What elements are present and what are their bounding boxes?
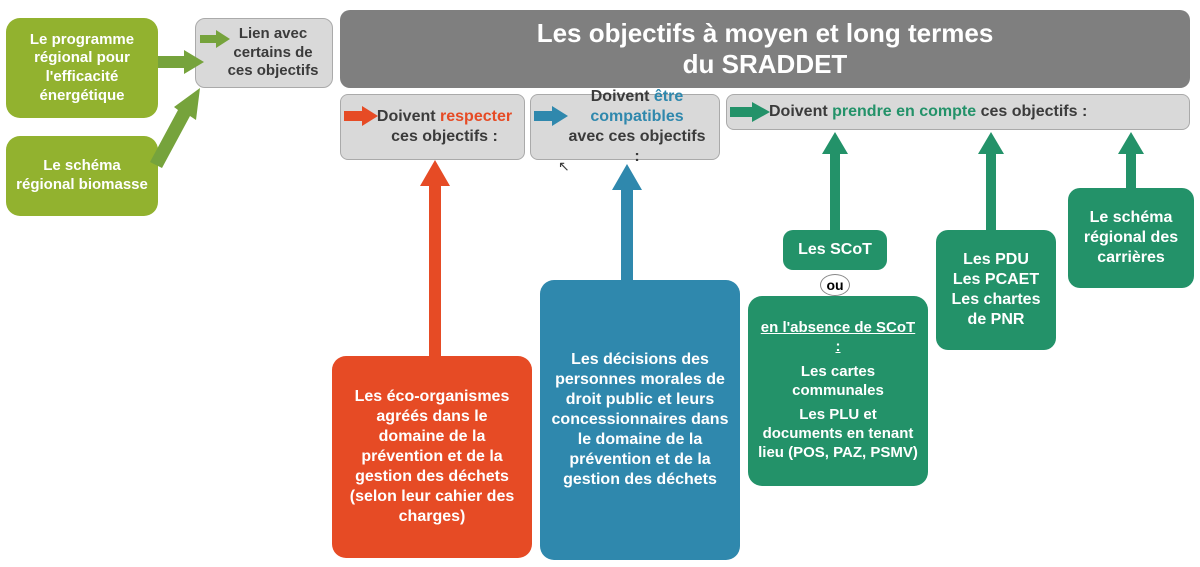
box-pdu: Les PDU Les PCAET Les chartes de PNR: [936, 230, 1056, 350]
arrow-up-teal-3: [1118, 132, 1144, 192]
header-compat: Doivent être compatibles avec ces object…: [530, 94, 720, 160]
pdu-text: Les PDU Les PCAET Les chartes de PNR: [946, 250, 1046, 330]
left-box-biomasse: Le schéma régional biomasse: [6, 136, 158, 216]
respecter-pre: Doivent: [377, 108, 440, 125]
title-line1: Les objectifs à moyen et long termes: [537, 18, 994, 49]
title-line2: du SRADDET: [683, 49, 848, 80]
absence-title: en l'absence de SCoT :: [758, 319, 918, 357]
header-lien: Lien avec certains de ces objectifs: [195, 18, 333, 88]
arrow-header-blue: [534, 106, 568, 126]
box-orange: Les éco-organismes agréés dans le domain…: [332, 356, 532, 558]
blue-text: Les décisions des personnes morales de d…: [550, 350, 730, 490]
respecter-hi: respecter: [440, 108, 512, 125]
box-absence: en l'absence de SCoT : Les cartes commun…: [748, 296, 928, 486]
ou-pill: ou: [820, 274, 850, 296]
box-carrieres: Le schéma régional des carrières: [1068, 188, 1194, 288]
arrow-up-blue: [612, 164, 642, 284]
left-box-efficacite: Le programme régional pour l'efficacité …: [6, 18, 158, 118]
prendre-hi: prendre en compte: [832, 103, 976, 120]
arrow-olive-2: [150, 80, 210, 170]
arrow-up-orange: [420, 160, 450, 360]
arrow-up-teal-1: [822, 132, 848, 232]
arrow-olive-1: [158, 50, 204, 74]
header-respecter: Doivent respecter ces objectifs :: [340, 94, 525, 160]
compat-post: avec ces objectifs :: [569, 128, 706, 165]
header-compat-text: Doivent être compatibles avec ces object…: [565, 87, 709, 167]
prendre-post: ces objectifs :: [976, 103, 1087, 120]
header-lien-text: Lien avec certains de ces objectifs: [224, 25, 322, 81]
ou-text: ou: [826, 277, 843, 293]
arrow-up-teal-2: [978, 132, 1004, 232]
respecter-post: ces objectifs :: [391, 128, 498, 145]
box-blue: Les décisions des personnes morales de d…: [540, 280, 740, 560]
carrieres-text: Le schéma régional des carrières: [1078, 208, 1184, 268]
left-box2-text: Le schéma régional biomasse: [16, 157, 148, 195]
cursor-icon: ↖: [558, 158, 570, 175]
absence-2: Les PLU et documents en tenant lieu (POS…: [758, 406, 918, 462]
arrow-inside-lien: [200, 30, 230, 48]
title-bar: Les objectifs à moyen et long termes du …: [340, 10, 1190, 88]
header-prendre: Doivent prendre en compte ces objectifs …: [726, 94, 1190, 130]
left-box1-text: Le programme régional pour l'efficacité …: [16, 31, 148, 106]
header-prendre-text: Doivent prendre en compte ces objectifs …: [769, 102, 1087, 122]
header-respecter-text: Doivent respecter ces objectifs :: [377, 107, 512, 147]
absence-1: Les cartes communales: [758, 363, 918, 401]
arrow-header-teal: [730, 102, 770, 122]
prendre-pre: Doivent: [769, 103, 832, 120]
scot-text: Les SCoT: [798, 240, 872, 260]
arrow-header-orange: [344, 106, 378, 126]
orange-text: Les éco-organismes agréés dans le domain…: [342, 387, 522, 527]
compat-pre: Doivent: [591, 88, 654, 105]
box-scot: Les SCoT: [783, 230, 887, 270]
